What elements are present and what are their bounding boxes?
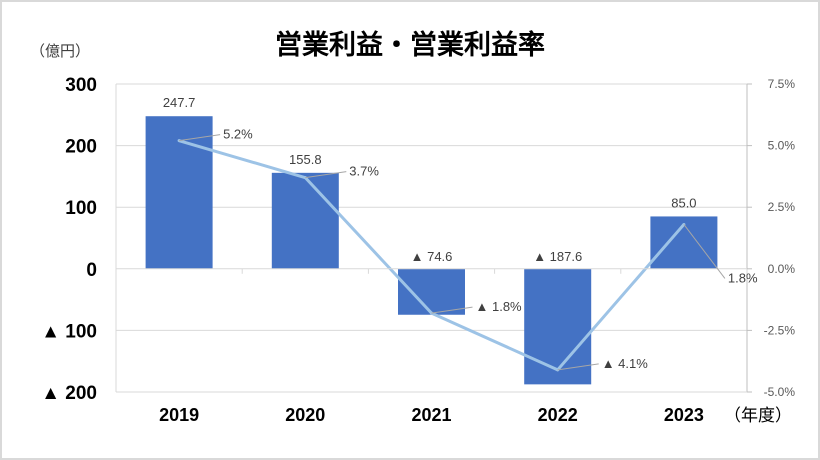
- y2-tick-label: -2.5%: [764, 323, 796, 337]
- line-data-label: 5.2%: [223, 127, 253, 142]
- bar: [524, 268, 592, 385]
- y2-tick-label: 7.5%: [768, 77, 796, 91]
- y-axis-unit-label: （億円）: [30, 42, 90, 60]
- bar: [398, 268, 465, 315]
- bar-data-label: ▲ 74.6: [411, 249, 453, 264]
- x-tick-label: 2019: [159, 405, 199, 425]
- leader-line: [179, 134, 221, 142]
- bar: [145, 116, 213, 269]
- leader-line: [305, 171, 347, 179]
- x-tick-label: 2021: [411, 405, 451, 425]
- y2-tick-label: 2.5%: [768, 200, 796, 214]
- y-tick-label: 100: [65, 198, 97, 219]
- line-data-label: ▲ 4.1%: [602, 356, 649, 371]
- line-data-label: 1.8%: [728, 270, 758, 285]
- y2-tick-label: -5.0%: [764, 385, 796, 399]
- y-tick-label: 200: [65, 137, 97, 158]
- y-tick-label: ▲ 100: [41, 321, 97, 342]
- axes: [115, 83, 752, 393]
- chart-title: 営業利益・営業利益率: [275, 29, 545, 61]
- bar-data-label: 85.0: [671, 195, 696, 210]
- x-tick-label: 2020: [285, 405, 325, 425]
- y-tick-label: 300: [65, 75, 97, 96]
- bar-data-label: 155.8: [289, 152, 322, 167]
- leader-line: [431, 306, 473, 314]
- y2-tick-label: 0.0%: [768, 262, 796, 276]
- bar: [271, 172, 339, 269]
- leader-line: [557, 363, 599, 371]
- line-data-label: 3.7%: [349, 164, 379, 179]
- y2-tick-label: 5.0%: [768, 139, 796, 153]
- x-tick-label: 2023: [664, 405, 704, 425]
- bar-series: [145, 116, 718, 385]
- bar-data-label: 247.7: [163, 95, 196, 110]
- data-labels: 247.7 155.8 ▲ 74.6 ▲ 187.6 85.0 5.2% 3.7% ▲ 1.8…: [163, 95, 758, 371]
- y-tick-label: 0: [86, 260, 97, 281]
- line-data-label: ▲ 1.8%: [476, 299, 523, 314]
- leader-line: [683, 224, 726, 279]
- x-axis-unit-label: （年度）: [724, 406, 792, 426]
- y-tick-label: ▲ 200: [41, 383, 97, 404]
- tick-labels: 300 200 100 0 ▲ 100 ▲ 200 7.5% 5.0% 2.5% 0.0% -2.5…: [41, 75, 795, 425]
- x-tick-label: 2022: [538, 405, 578, 425]
- bar-data-label: ▲ 187.6: [533, 249, 582, 264]
